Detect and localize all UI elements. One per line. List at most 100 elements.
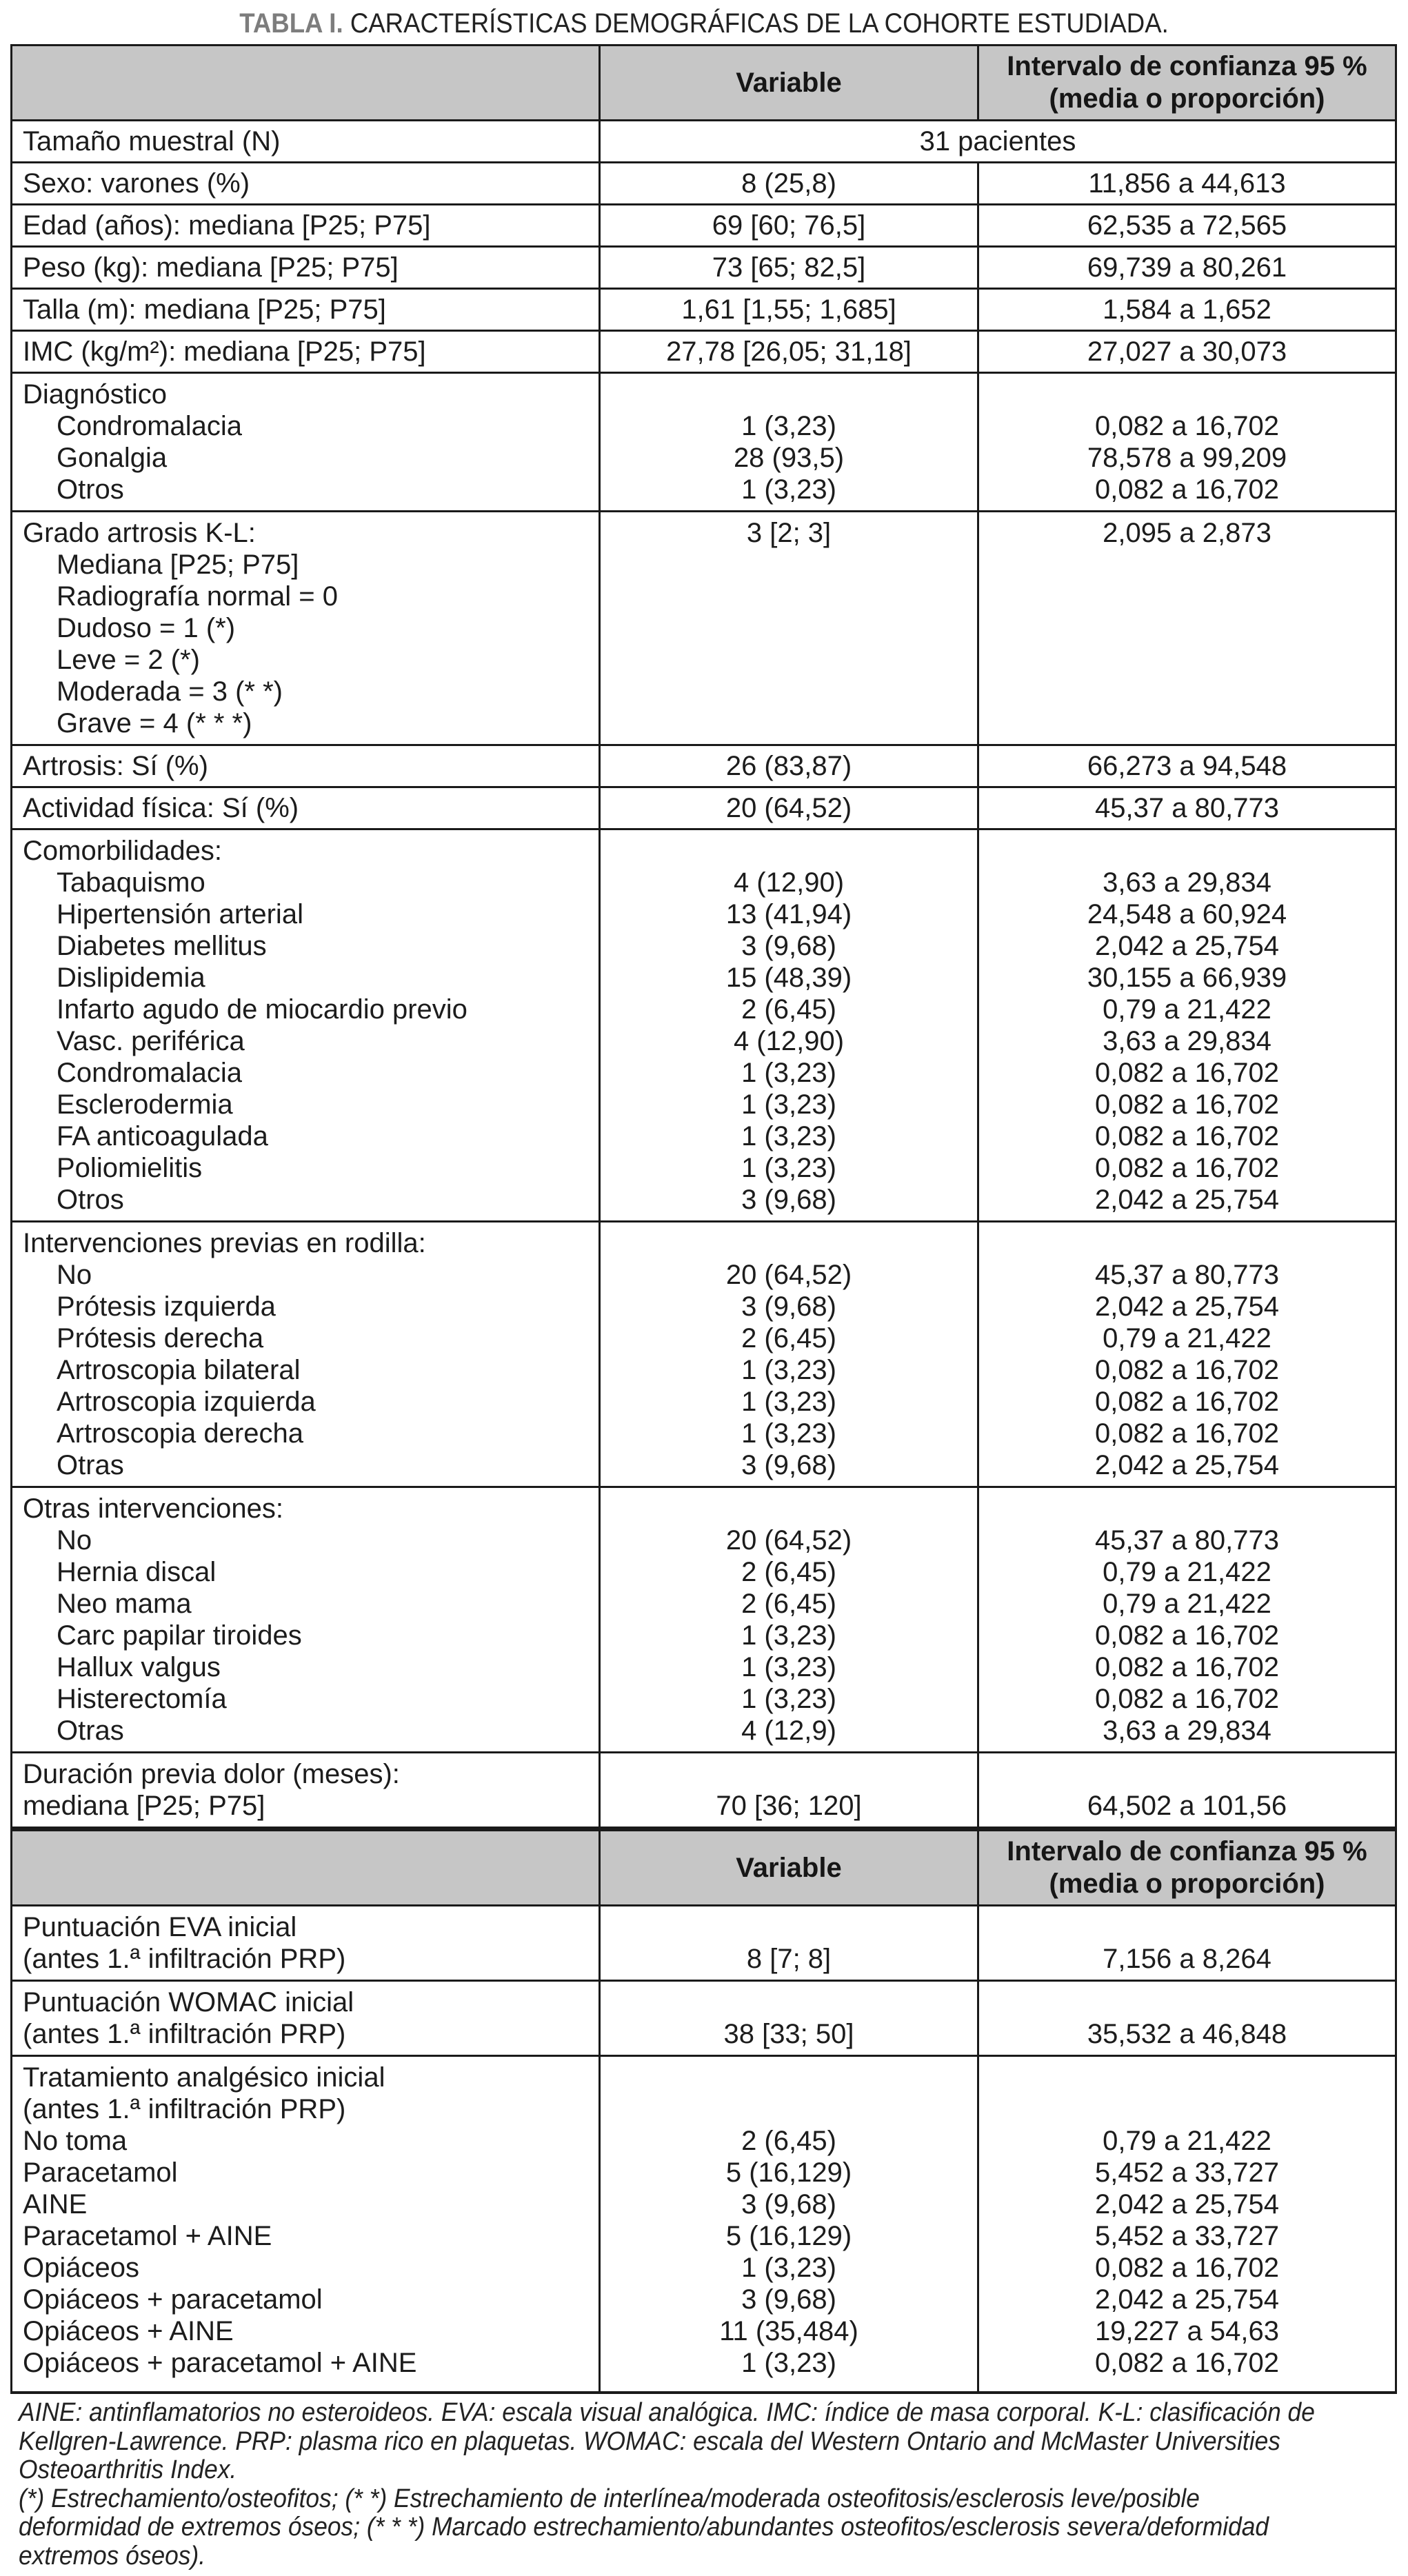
item-label: Mediana [P25; P75] — [57, 550, 299, 580]
row-label: Tamaño muestral (N) — [10, 119, 601, 163]
row-value: 1,61 [1,55; 1,685] — [599, 288, 979, 332]
item-label: Vasc. periférica — [57, 1026, 245, 1056]
row-label: Sexo: varones (%) — [10, 161, 601, 205]
item-ci: 0,082 a 16,702 — [1095, 2253, 1279, 2283]
row-ci: 45,37 a 80,773 — [977, 786, 1397, 830]
item-value: 2 (6,45) — [741, 1557, 836, 1587]
row-label-cell: Intervenciones previas en rodilla: No Prót… — [10, 1220, 601, 1488]
item-label: Carc papilar tiroides — [57, 1620, 302, 1651]
item-label: Opiáceos — [23, 2253, 139, 2283]
table-group-row: Comorbilidades: Tabaquismo Hipertensión ar… — [10, 828, 1397, 1222]
row-value: 27,78 [26,05; 31,18] — [599, 330, 979, 374]
item-value: 11 (35,484) — [719, 2316, 858, 2346]
header-empty-cell — [10, 1827, 601, 1906]
item-label: Otros — [57, 1185, 124, 1215]
row-ci: 7,156 a 8,264 — [977, 1904, 1397, 1982]
item-ci: 0,79 a 21,422 — [1103, 1589, 1271, 1619]
row-value: 3 [2; 3] — [746, 518, 832, 548]
item-label: Otros — [57, 474, 124, 505]
item-ci: 0,082 a 16,702 — [1095, 411, 1279, 441]
group-label: Intervenciones previas en rodilla: — [23, 1228, 426, 1258]
item-label: Opiáceos + paracetamol — [23, 2284, 323, 2315]
header-ci-line2: (media o proporción) — [1049, 83, 1325, 114]
row-ci-cell: 0,082 a 16,702 78,578 a 99,209 0,082 a 16,… — [977, 372, 1397, 512]
spacer-line — [606, 835, 972, 867]
item-label: FA anticoagulada — [57, 1121, 268, 1151]
row-label-cell: Otras intervenciones: No Hernia discal Neo … — [10, 1486, 601, 1753]
item-value: 2 (6,45) — [741, 2126, 836, 2156]
header-variable: Variable — [599, 1827, 979, 1906]
item-value: 2 (6,45) — [741, 1323, 836, 1354]
item-value: 3 (9,68) — [741, 931, 836, 961]
item-value: 3 (9,68) — [741, 2284, 836, 2315]
item-value: 15 (48,39) — [725, 963, 852, 993]
item-ci: 0,082 a 16,702 — [1095, 1153, 1279, 1183]
item-ci: 2,042 a 25,754 — [1095, 1450, 1279, 1480]
item-label: Opiáceos + AINE — [23, 2316, 234, 2346]
item-ci: 24,548 a 60,924 — [1087, 899, 1287, 929]
row-ci: 11,856 a 44,613 — [977, 161, 1397, 205]
item-ci: 5,452 a 33,727 — [1095, 2221, 1279, 2251]
item-value: 1 (3,23) — [741, 1058, 836, 1088]
row-ci: 66,273 a 94,548 — [977, 744, 1397, 788]
item-label: Artroscopia izquierda — [57, 1387, 316, 1417]
row-value: 70 [36; 120] — [599, 1751, 979, 1830]
item-label: Dudoso = 1 (*) — [57, 613, 236, 643]
item-label: Neo mama — [57, 1589, 192, 1619]
item-label: Dislipidemia — [57, 963, 205, 993]
item-ci: 0,082 a 16,702 — [1095, 1418, 1279, 1449]
row-ci: 35,532 a 46,848 — [977, 1980, 1397, 2057]
group-label: Otras intervenciones: — [23, 1493, 283, 1524]
row-ci: 27,027 a 30,073 — [977, 330, 1397, 374]
spacer-line — [985, 379, 1389, 410]
row-value: 20 (64,52) — [599, 786, 979, 830]
row-value-cell: 1 (3,23) 28 (93,5) 1 (3,23) — [599, 372, 979, 512]
row-label: Artrosis: Sí (%) — [10, 744, 601, 788]
item-label: Otras — [57, 1450, 124, 1480]
item-value: 4 (12,90) — [733, 867, 845, 898]
item-value: 2 (6,45) — [741, 1589, 836, 1619]
row-label-cell: Comorbilidades: Tabaquismo Hipertensión ar… — [10, 828, 601, 1222]
row-label-cell: Puntuación WOMAC inicial (antes 1.ª infil… — [10, 1980, 601, 2057]
item-label: Grave = 4 (* * *) — [57, 708, 252, 738]
row-ci: 64,502 a 101,56 — [977, 1751, 1397, 1830]
item-ci: 30,155 a 66,939 — [1087, 963, 1287, 993]
row-label-cell: Puntuación EVA inicial (antes 1.ª infiltr… — [10, 1904, 601, 1982]
table-group-row: Tratamiento analgésico inicial (antes 1.ª… — [10, 2055, 1397, 2394]
header-variable: Variable — [599, 44, 979, 121]
table-group-row: Otras intervenciones: No Hernia discal Neo … — [10, 1486, 1397, 1753]
item-label: No toma — [23, 2126, 128, 2156]
item-ci: 3,63 a 29,834 — [1103, 1715, 1271, 1746]
row-value-cell: 2 (6,45) 5 (16,129) 3 (9,68) 5 (16,129) 1 (3… — [599, 2055, 979, 2394]
header-ci-line1: Intervalo de confianza 95 % — [1007, 1836, 1367, 1866]
item-value: 1 (3,23) — [741, 1153, 836, 1183]
row-value-cell: 20 (64,52) 3 (9,68) 2 (6,45) 1 (3,23) 1 (3,2… — [599, 1220, 979, 1488]
group-label: Comorbilidades: — [23, 836, 223, 866]
table-row: Edad (años): mediana [P25; P75] 69 [60; … — [10, 203, 1397, 248]
item-label: Diabetes mellitus — [57, 931, 267, 961]
item-label: Infarto agudo de miocardio previo — [57, 994, 467, 1025]
row-value: 8 (25,8) — [599, 161, 979, 205]
item-ci: 0,082 a 16,702 — [1095, 474, 1279, 505]
item-label: No — [57, 1260, 92, 1290]
row-label-line1: Duración previa dolor (meses): — [23, 1759, 400, 1789]
footnote-line: AINE: antinflamatorios no esteroideos. E… — [19, 2398, 1315, 2427]
item-label: Prótesis izquierda — [57, 1291, 276, 1322]
item-label: Artroscopia bilateral — [57, 1355, 301, 1385]
header-ci: Intervalo de confianza 95 % (media o pro… — [977, 44, 1397, 121]
item-value: 1 (3,23) — [741, 1684, 836, 1714]
item-ci: 5,452 a 33,727 — [1095, 2157, 1279, 2188]
item-value: 1 (3,23) — [741, 474, 836, 505]
item-value: 1 (3,23) — [741, 2348, 836, 2378]
row-ci-cell: 3,63 a 29,834 24,548 a 60,924 2,042 a 25,7… — [977, 828, 1397, 1222]
item-label: Prótesis derecha — [57, 1323, 264, 1354]
item-label: Moderada = 3 (* *) — [57, 676, 283, 707]
item-ci: 0,082 a 16,702 — [1095, 1387, 1279, 1417]
group-label: Grado artrosis K-L: — [23, 518, 256, 548]
item-ci: 0,082 a 16,702 — [1095, 1089, 1279, 1120]
table-title: TABLA I. CARACTERÍSTICAS DEMOGRÁFICAS DE… — [60, 0, 1348, 38]
table-row: IMC (kg/m²): mediana [P25; P75] 27,78 [2… — [10, 330, 1397, 374]
table-row: Puntuación WOMAC inicial (antes 1.ª infil… — [10, 1980, 1397, 2057]
item-label: Esclerodermia — [57, 1089, 233, 1120]
spacer-line — [985, 1227, 1389, 1259]
